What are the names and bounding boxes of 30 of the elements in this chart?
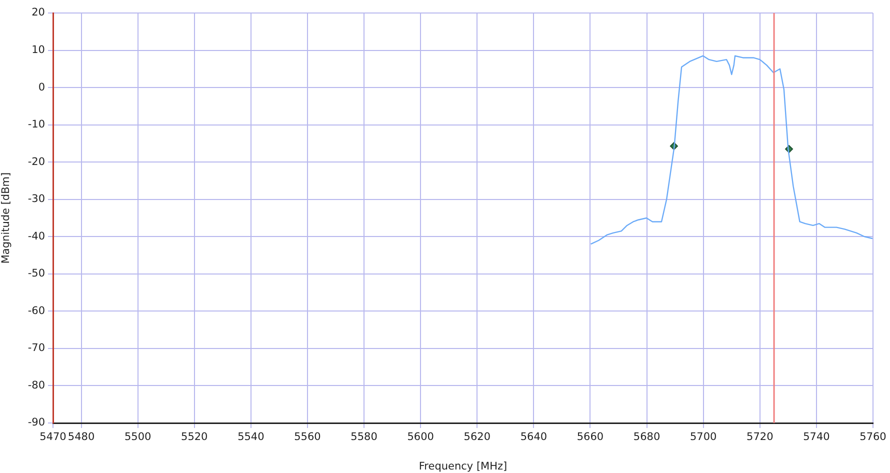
x-tick-label: 5660 bbox=[576, 431, 604, 444]
x-tick-label: 5560 bbox=[294, 431, 321, 444]
x-tick-label: 5480 bbox=[68, 431, 95, 444]
x-tick-label: 5740 bbox=[803, 431, 830, 444]
x-tick-label: 5600 bbox=[407, 431, 434, 444]
y-tick-label: 0 bbox=[38, 81, 45, 94]
y-tick-label: -50 bbox=[28, 268, 45, 280]
x-tick-label: 5680 bbox=[633, 431, 660, 444]
x-tick-label: 5580 bbox=[350, 431, 378, 444]
x-tick-label: 5640 bbox=[520, 431, 548, 444]
y-tick-label: -70 bbox=[28, 342, 45, 354]
x-tick-label: 5500 bbox=[124, 431, 152, 444]
x-tick-label: 5540 bbox=[238, 431, 264, 444]
y-tick-label: 10 bbox=[32, 44, 45, 56]
y-tick-label: -10 bbox=[28, 118, 45, 131]
x-tick-label: 5470 bbox=[40, 431, 66, 444]
x-tick-label: 5700 bbox=[690, 431, 717, 444]
y-tick-label: -30 bbox=[28, 193, 45, 206]
x-tick-label: 5620 bbox=[464, 431, 491, 444]
y-tick-label: 20 bbox=[32, 6, 45, 19]
x-tick-label: 5760 bbox=[860, 431, 886, 444]
y-axis-title: Magnitude [dBm] bbox=[0, 172, 12, 264]
y-tick-label: -20 bbox=[28, 156, 45, 168]
y-tick-label: -80 bbox=[28, 379, 45, 392]
y-tick-label: -40 bbox=[28, 230, 45, 242]
y-tick-label: -60 bbox=[28, 304, 45, 317]
x-tick-label: 5520 bbox=[181, 431, 208, 444]
x-axis-title: Frequency [MHz] bbox=[418, 460, 508, 472]
x-tick-label: 5720 bbox=[746, 431, 774, 444]
y-tick-label: -90 bbox=[28, 416, 45, 429]
